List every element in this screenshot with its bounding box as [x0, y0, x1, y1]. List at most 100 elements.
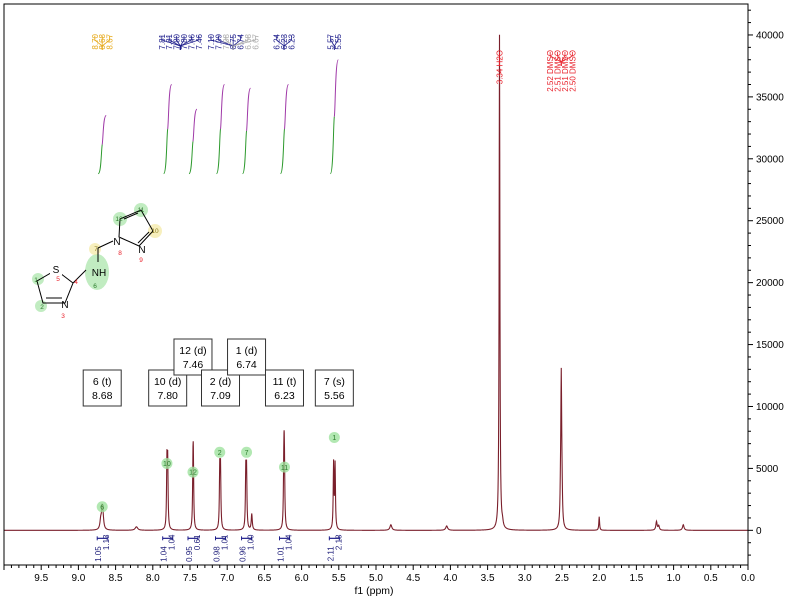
x-tick-label: 8.0 — [146, 573, 160, 584]
double-bond — [137, 231, 150, 244]
atom-number: 2 — [40, 304, 44, 311]
atom-number: 8 — [118, 250, 122, 257]
peak-shift-label: 7.80 — [180, 33, 189, 49]
y-tick-label: 15000 — [756, 340, 784, 351]
y-tick-label: 10000 — [756, 402, 784, 413]
assignment-marker — [328, 431, 340, 443]
assignment-marker — [187, 466, 199, 478]
peak-shift-label: 7.81 — [158, 33, 167, 49]
integral-curve — [246, 87, 252, 132]
integral-curve — [192, 108, 198, 142]
integral-curve — [279, 128, 285, 175]
peak-shift-label: 2.52 DMSO — [546, 50, 555, 92]
peak-shift-label: 6.67 — [251, 33, 260, 49]
integral-curve — [329, 116, 335, 175]
integral-curve — [97, 144, 103, 175]
x-tick-label: 7.5 — [183, 573, 197, 584]
integral-value: 1.04 — [160, 546, 169, 562]
peak-shift-label: 2.50 DMSO — [568, 50, 577, 92]
peak-connector — [232, 36, 256, 50]
assignment-label: 1 — [332, 435, 336, 442]
multiplet-box — [227, 338, 267, 376]
multiplet-box — [201, 369, 241, 407]
x-tick-label: 5.5 — [332, 573, 346, 584]
multiplet-label: 11 (t) — [273, 376, 297, 388]
integral-value: 0.95 — [185, 546, 194, 562]
integral-curve — [216, 128, 221, 175]
multiplet-label: 10 (d) — [154, 376, 181, 388]
multiplet-box — [264, 369, 304, 407]
x-tick-label: 7.0 — [220, 573, 234, 584]
atom-number: 5 — [56, 276, 60, 283]
axes: 9.5 9.0 8.5 8.0 7.5 7.0 6.5 6.0 5.5 5.0 4.5 4.0 3.5 3… — [3, 3, 784, 584]
atom-number: 7 — [94, 246, 98, 253]
multiplet-label: 6 (t) — [93, 376, 112, 388]
integral-value: 0.96 — [239, 546, 248, 562]
multiplet-label: 12 (d) — [179, 345, 206, 357]
x-tick-label: 0.0 — [741, 573, 755, 584]
x-tick-label: 6.5 — [257, 573, 271, 584]
atom-nh: NH — [92, 268, 106, 279]
integral-value: 0.98 — [213, 546, 222, 562]
peak-shift-label: 2.51 DMSO — [561, 50, 570, 92]
x-tick-label: 2.5 — [555, 573, 569, 584]
x-tick-label: 3.5 — [481, 573, 495, 584]
plot-area: 1.051.131.041.040.950.610.981.010.961.00… — [4, 33, 748, 562]
triazole-ring — [118, 209, 154, 247]
x-tick-label: 0.5 — [704, 573, 718, 584]
atom-number: 1 — [34, 277, 38, 284]
peak-shift-label: 8.70 — [91, 33, 100, 49]
peak-connector — [560, 52, 573, 66]
assignment-marker — [214, 446, 226, 458]
multiplet-label: 2 (d) — [210, 376, 232, 388]
multiplet-box — [82, 369, 122, 407]
x-tick-label: 8.5 — [109, 573, 123, 584]
x-tick-label: 6.0 — [295, 573, 309, 584]
multiplet-shift: 7.80 — [157, 390, 178, 402]
peak-shift-label: 7.10 — [207, 33, 216, 49]
x-tick-label: 1.0 — [667, 573, 681, 584]
integral-curve — [220, 83, 225, 130]
peak-shift-label: 7.81 — [165, 33, 174, 49]
multiplet-box — [148, 369, 188, 407]
x-tick-label: 1.5 — [629, 573, 643, 584]
peak-connector — [101, 36, 111, 50]
multiplet-label: 1 (d) — [236, 345, 258, 357]
peak-shift-label: 5.55 — [334, 33, 343, 49]
assignment-marker — [96, 501, 108, 513]
x-tick-label: 2.0 — [592, 573, 606, 584]
integral-curve — [242, 130, 248, 175]
assignment-label: 10 — [163, 461, 171, 468]
peak-shift-label: 6.23 — [280, 33, 289, 49]
y-tick-label: 40000 — [756, 30, 784, 41]
assignment-marker — [241, 446, 253, 458]
multiplet-box — [314, 369, 354, 407]
atom-number: 6 — [93, 283, 97, 290]
y-tick-label: 25000 — [756, 216, 784, 227]
peak-shift-label: 8.68 — [98, 33, 107, 49]
y-tick-label: 20000 — [756, 278, 784, 289]
integral-value: 1.00 — [247, 534, 256, 550]
integral-value: 1.04 — [284, 534, 293, 550]
assignment-marker — [278, 461, 290, 473]
thiazole-ring — [36, 269, 74, 304]
integral-value: 1.04 — [168, 534, 177, 550]
assignment-label: 12 — [189, 470, 197, 477]
x-tick-label: 4.0 — [443, 573, 457, 584]
multiplet-shift: 7.09 — [210, 390, 231, 402]
peak-shift-label: 3.34 H2O — [496, 50, 505, 84]
peak-shift-label: 7.09 — [214, 33, 223, 49]
bond — [72, 269, 87, 284]
peak-shift-label: 2.51 DMSO — [554, 50, 563, 92]
atom-number: 12 — [115, 216, 123, 223]
assignment-label: 7 — [245, 450, 249, 457]
multiplet-box — [173, 338, 213, 376]
y-tick-label: 0 — [756, 526, 762, 537]
atom-number: 3 — [61, 313, 65, 320]
atom-highlight — [85, 254, 109, 290]
integral-value: 2.18 — [334, 534, 343, 550]
peak-shift-label: 6.74 — [237, 33, 246, 49]
bond — [97, 240, 114, 249]
atom-n1: N — [113, 237, 120, 248]
